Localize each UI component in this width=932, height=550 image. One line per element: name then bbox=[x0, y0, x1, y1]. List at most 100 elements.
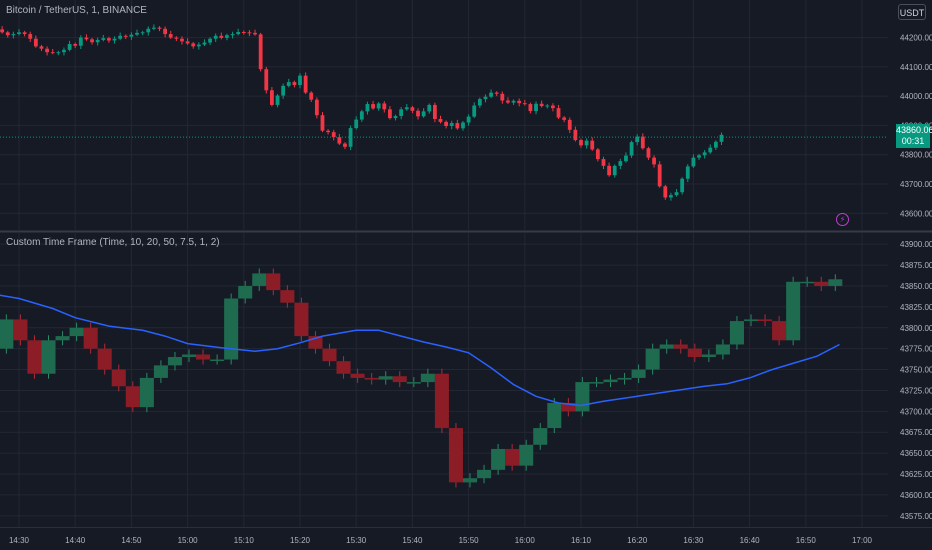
candle-body bbox=[438, 118, 443, 122]
symbol-title[interactable]: Bitcoin / TetherUS, 1, BINANCE bbox=[6, 5, 147, 16]
candle-body bbox=[236, 32, 241, 35]
indicator-tick-label: 43625.00 bbox=[900, 470, 932, 479]
candle-body bbox=[326, 130, 330, 133]
candle-body bbox=[62, 49, 66, 53]
block-body bbox=[364, 377, 379, 380]
candle-body bbox=[22, 32, 27, 35]
block-body bbox=[758, 319, 773, 322]
candle-body bbox=[163, 28, 168, 35]
candle-body bbox=[410, 107, 415, 111]
candle-body bbox=[107, 38, 111, 41]
candle-body bbox=[0, 29, 5, 33]
candle-body bbox=[567, 119, 572, 130]
candle-body bbox=[253, 32, 257, 35]
candle-body bbox=[551, 105, 555, 109]
currency-button[interactable]: USDT bbox=[898, 4, 926, 20]
block-body bbox=[139, 377, 154, 408]
block-body bbox=[55, 336, 70, 341]
time-axis[interactable]: 14:30 14:40 14:50 15:00 15:10 15:20 15:30 15:40… bbox=[9, 536, 873, 545]
candle-body bbox=[275, 95, 280, 105]
indicator-title[interactable]: Custom Time Frame (Time, 10, 20, 50, 7.5… bbox=[6, 237, 220, 248]
block-body bbox=[477, 469, 492, 479]
lightning-icon[interactable]: ⚡ bbox=[836, 213, 849, 226]
time-tick-label: 16:10 bbox=[571, 536, 592, 545]
block-body bbox=[589, 382, 604, 384]
candle-body bbox=[73, 44, 78, 46]
indicator-tick-label: 43700.00 bbox=[900, 407, 932, 416]
time-tick-label: 14:30 bbox=[9, 536, 30, 545]
candle-body bbox=[455, 123, 460, 129]
moving-average-line[interactable] bbox=[0, 293, 840, 407]
price-tick-label: 43600.00 bbox=[900, 209, 932, 218]
candle-body bbox=[247, 32, 252, 34]
candle-body bbox=[337, 137, 342, 144]
price-candles[interactable] bbox=[0, 22, 724, 201]
candle-body bbox=[528, 104, 533, 112]
indicator-axis[interactable]: 43575.00 43600.00 43625.00 43650.00 43675.00… bbox=[900, 240, 932, 521]
candle-body bbox=[466, 116, 471, 123]
candle-body bbox=[669, 195, 673, 198]
candle-body bbox=[95, 39, 100, 43]
candle-body bbox=[359, 111, 364, 120]
block-body bbox=[13, 319, 28, 341]
candle-body bbox=[348, 128, 353, 147]
candle-body bbox=[719, 134, 724, 142]
last-price-value: 43860.06 bbox=[896, 125, 932, 135]
candle-body bbox=[421, 111, 426, 117]
candle-body bbox=[90, 39, 94, 43]
candle-body bbox=[685, 166, 690, 179]
candle-body bbox=[151, 27, 156, 29]
block-body bbox=[715, 344, 730, 355]
block-body bbox=[294, 302, 309, 337]
candle-body bbox=[629, 142, 634, 156]
time-tick-label: 15:00 bbox=[178, 536, 199, 545]
candle-body bbox=[517, 100, 522, 104]
candle-body bbox=[399, 109, 404, 117]
candle-body bbox=[590, 140, 595, 150]
time-tick-label: 16:00 bbox=[515, 536, 536, 545]
block-body bbox=[350, 373, 365, 378]
time-tick-label: 17:00 bbox=[852, 536, 873, 545]
candle-body bbox=[635, 136, 640, 143]
candle-body bbox=[573, 129, 578, 141]
candle-body bbox=[427, 104, 432, 112]
block-body bbox=[729, 321, 744, 345]
candle-body bbox=[556, 108, 561, 118]
candle-body bbox=[432, 104, 437, 119]
block-body bbox=[631, 369, 646, 378]
block-body bbox=[83, 327, 98, 349]
candle-body bbox=[343, 143, 347, 147]
candle-body bbox=[196, 44, 201, 47]
block-body bbox=[448, 428, 463, 483]
candle-body bbox=[494, 92, 499, 94]
candle-body bbox=[219, 35, 224, 38]
candle-body bbox=[33, 38, 38, 47]
candle-body bbox=[286, 82, 291, 86]
candle-body bbox=[112, 38, 117, 41]
block-body bbox=[434, 373, 449, 429]
block-body bbox=[27, 340, 42, 374]
candle-body bbox=[354, 119, 359, 129]
block-body bbox=[181, 354, 197, 358]
candle-body bbox=[146, 28, 151, 33]
indicator-tick-label: 43675.00 bbox=[900, 428, 932, 437]
block-body bbox=[786, 281, 801, 341]
block-body bbox=[659, 344, 674, 349]
price-tick-label: 44000.00 bbox=[900, 92, 932, 101]
time-tick-label: 16:30 bbox=[683, 536, 704, 545]
candle-body bbox=[157, 27, 162, 29]
candle-body bbox=[180, 38, 184, 42]
block-body bbox=[828, 279, 843, 286]
candle-body bbox=[579, 140, 583, 146]
candle-body bbox=[168, 34, 173, 38]
candle-body bbox=[39, 46, 44, 49]
candle-body bbox=[191, 43, 196, 47]
block-body bbox=[800, 281, 815, 284]
candle-body bbox=[624, 155, 628, 162]
candle-body bbox=[584, 140, 589, 146]
candle-body bbox=[522, 103, 527, 105]
candle-body bbox=[123, 35, 128, 37]
candle-body bbox=[618, 161, 623, 166]
block-body bbox=[603, 379, 618, 383]
